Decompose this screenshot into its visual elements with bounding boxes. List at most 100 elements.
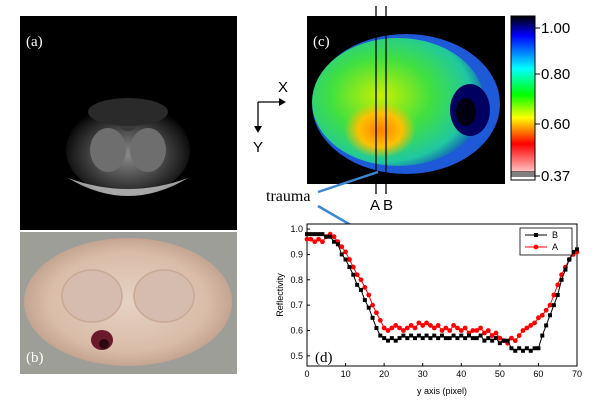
data-point-B xyxy=(328,234,333,239)
trauma-label: trauma xyxy=(266,188,310,205)
y-tick-label: 0.7 xyxy=(290,300,303,310)
y-tick-label: 0.9 xyxy=(290,249,303,259)
data-point-A xyxy=(408,323,414,328)
data-point-A xyxy=(485,328,491,333)
data-point-B xyxy=(308,232,313,237)
data-point-B xyxy=(401,333,406,338)
data-point-A xyxy=(474,328,480,333)
data-point-B xyxy=(366,305,371,310)
data-point-A xyxy=(339,244,345,250)
data-point-B xyxy=(397,336,402,341)
chart-y-axis-label: Reflectivity xyxy=(275,273,285,317)
data-point-B xyxy=(532,346,537,351)
data-point-A xyxy=(424,320,429,326)
data-point-A xyxy=(555,282,561,288)
colorbar-tick-1: 1.00 xyxy=(541,20,570,37)
data-point-B xyxy=(459,333,464,338)
data-point-A xyxy=(532,320,537,326)
data-point-B xyxy=(455,336,460,341)
data-point-B xyxy=(374,325,379,330)
data-point-A xyxy=(462,325,468,331)
data-point-A xyxy=(520,328,526,333)
data-point-B xyxy=(316,232,321,237)
data-point-B xyxy=(559,277,564,282)
data-point-A xyxy=(316,236,321,242)
data-point-A xyxy=(304,236,310,242)
data-point-B xyxy=(393,338,398,343)
data-point-A xyxy=(416,320,422,326)
data-point-A xyxy=(381,325,387,331)
data-point-B xyxy=(513,348,518,353)
data-point-B xyxy=(517,346,522,351)
y-tick-label: 0.5 xyxy=(290,351,303,361)
data-point-B xyxy=(548,313,552,318)
data-point-B xyxy=(339,252,344,257)
data-point-A xyxy=(362,284,368,290)
data-point-A xyxy=(358,277,364,283)
data-point-A xyxy=(374,310,379,316)
x-tick-label: 0 xyxy=(304,369,309,379)
data-point-B xyxy=(509,346,514,351)
data-point-A xyxy=(370,302,375,308)
profile-line-b-label: B xyxy=(383,197,393,214)
axes-indicator xyxy=(254,98,286,133)
panel-d-label: (d) xyxy=(315,350,333,366)
data-point-B xyxy=(343,257,348,262)
data-point-B xyxy=(347,265,352,270)
data-point-B xyxy=(424,333,429,338)
data-point-B xyxy=(528,348,533,353)
data-point-B xyxy=(482,338,487,343)
data-point-A xyxy=(350,264,356,270)
data-point-A xyxy=(528,323,534,328)
data-point-A xyxy=(516,333,522,338)
data-point-A xyxy=(431,325,437,331)
data-point-A xyxy=(458,328,464,333)
x-tick-label: 30 xyxy=(418,369,428,379)
data-point-B xyxy=(332,239,336,244)
data-point-B xyxy=(486,336,491,341)
data-point-A xyxy=(308,236,314,242)
data-point-B xyxy=(335,242,340,247)
data-point-B xyxy=(521,348,525,353)
colorbar xyxy=(510,15,540,181)
y-tick-label: 0.8 xyxy=(290,275,303,285)
data-point-A xyxy=(435,323,441,328)
data-point-B xyxy=(490,338,495,343)
data-point-A xyxy=(447,328,453,333)
data-point-A xyxy=(497,335,503,341)
profile-line-a-label: A xyxy=(370,197,380,214)
data-point-B xyxy=(463,336,468,341)
y-tick-label: 0.6 xyxy=(290,326,303,336)
data-point-A xyxy=(524,325,530,331)
data-point-B xyxy=(389,336,394,341)
data-point-A xyxy=(385,328,391,333)
legend-label-B: B xyxy=(552,230,558,240)
data-point-B xyxy=(432,333,437,338)
data-point-B xyxy=(436,336,441,341)
data-point-A xyxy=(536,315,541,321)
data-point-A xyxy=(347,257,352,262)
y-tick-label: 1.0 xyxy=(290,224,303,234)
data-point-A xyxy=(470,328,476,333)
colorbar-tick-2: 0.80 xyxy=(541,66,570,83)
axis-indicator-y: Y xyxy=(253,139,263,156)
data-point-B xyxy=(443,336,448,341)
panel-a-mri-image xyxy=(20,16,237,230)
data-point-A xyxy=(397,325,402,331)
data-point-A xyxy=(543,307,549,313)
data-point-B xyxy=(467,333,471,338)
data-point-A xyxy=(489,333,495,338)
data-point-A xyxy=(439,328,445,333)
axis-indicator-x: X xyxy=(278,79,288,96)
x-tick-label: 50 xyxy=(495,369,505,379)
data-point-B xyxy=(551,303,556,308)
data-point-A xyxy=(547,302,553,308)
data-point-B xyxy=(416,333,421,338)
data-point-A xyxy=(320,239,325,245)
data-point-A xyxy=(331,234,337,240)
data-point-B xyxy=(540,333,545,338)
x-tick-label: 10 xyxy=(341,369,351,379)
data-point-B xyxy=(312,232,317,237)
data-point-B xyxy=(378,333,383,338)
